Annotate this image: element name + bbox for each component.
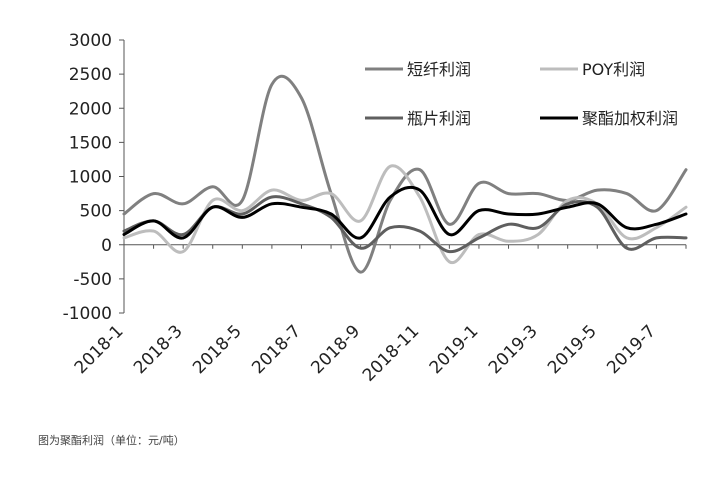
legend-label: 瓶片利润 [407,109,471,128]
x-tick-label: 2018-11 [359,321,423,385]
legend-label: POY利润 [582,60,645,79]
x-tick-label: 2018-9 [307,321,364,378]
y-tick-label: 500 [80,202,112,222]
legend-label: 短纤利润 [407,60,471,79]
series-line-4 [122,185,688,240]
y-tick-label: 2500 [69,65,112,85]
x-tick-label: 2018-5 [189,321,246,378]
y-tick-label: 0 [101,236,112,256]
series-layer [122,74,688,274]
legend-label: 聚酯加权利润 [582,109,678,128]
y-tick-label: 2000 [69,99,112,119]
y-tick-label: -500 [73,270,112,290]
x-tick-label: 2018-1 [71,321,128,378]
x-tick-label: 2019-3 [485,321,542,378]
y-tick-label: 1000 [69,168,112,188]
series-line-1 [122,74,688,274]
x-tick-label: 2018-7 [248,321,305,378]
x-tick-label: 2019-5 [544,321,601,378]
x-tick-label: 2019-7 [603,321,660,378]
chart-caption: 图为聚酯利润（单位：元/吨） [38,434,185,447]
x-tick-label: 2018-3 [130,321,187,378]
y-tick-label: 1500 [69,133,112,153]
y-tick-label: 3000 [69,31,112,51]
y-tick-label: -1000 [63,304,112,324]
x-tick-label: 2019-1 [426,321,483,378]
